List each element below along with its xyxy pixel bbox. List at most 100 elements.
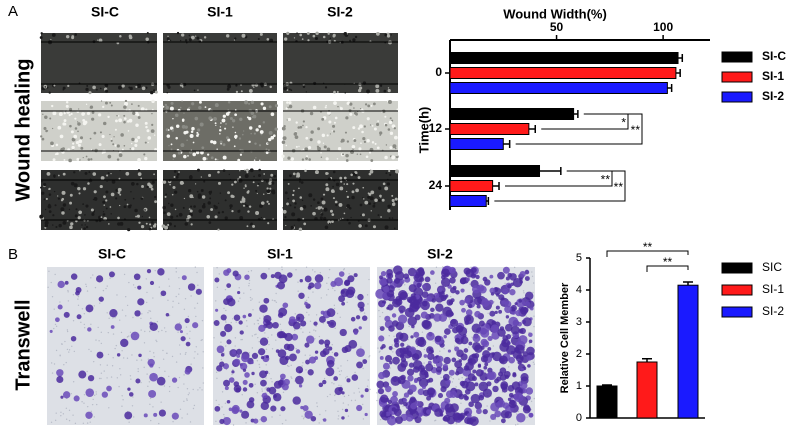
stained-cell	[221, 314, 227, 320]
pore	[271, 416, 272, 417]
cell	[132, 112, 135, 115]
cell	[329, 223, 330, 224]
stained-cell	[323, 418, 327, 422]
cell	[123, 121, 126, 124]
stained-cell	[297, 317, 300, 320]
cell	[151, 113, 152, 114]
cell	[105, 102, 108, 105]
stained-cell	[58, 281, 65, 288]
pore	[130, 375, 131, 376]
column-label: SI-2	[427, 246, 453, 262]
cell	[145, 109, 147, 111]
cell	[327, 148, 331, 152]
cell	[368, 193, 371, 196]
cell	[243, 187, 244, 188]
cell	[108, 172, 110, 174]
pore	[169, 386, 170, 387]
stained-cell	[468, 342, 472, 346]
stained-cell	[397, 376, 405, 384]
pore	[455, 423, 456, 424]
cell	[175, 137, 178, 140]
pore	[295, 348, 296, 349]
stained-cell	[351, 317, 356, 322]
cell	[81, 112, 85, 116]
cell	[260, 130, 264, 134]
cell	[375, 89, 379, 93]
cell	[138, 169, 140, 171]
stained-cell	[234, 381, 240, 387]
pore	[235, 337, 236, 338]
cell	[138, 172, 142, 176]
cell	[283, 210, 287, 214]
pore	[319, 422, 320, 423]
stained-cell	[341, 416, 344, 419]
pore	[216, 267, 217, 268]
cell	[213, 141, 217, 145]
pore	[146, 373, 147, 374]
cell	[170, 107, 174, 111]
stained-cell	[217, 346, 225, 354]
cell	[52, 224, 53, 225]
cell	[301, 181, 304, 184]
cell	[330, 38, 331, 39]
stained-cell	[484, 362, 488, 366]
pore	[127, 336, 128, 337]
legend-label: SI-2	[762, 304, 784, 318]
cell	[389, 174, 391, 176]
cell	[119, 194, 121, 196]
y-tick-label: 12	[429, 121, 443, 135]
pore	[98, 340, 99, 341]
cell	[189, 194, 193, 198]
cell	[261, 217, 262, 218]
pore	[326, 294, 327, 295]
cell	[88, 158, 91, 161]
stained-cell	[435, 303, 443, 311]
stained-cell	[380, 346, 383, 349]
cell	[152, 109, 153, 110]
cell	[241, 90, 243, 92]
pore	[155, 340, 156, 341]
pore	[232, 369, 233, 370]
pore	[172, 306, 173, 307]
cell	[352, 190, 355, 193]
stained-cell	[150, 281, 154, 285]
pore	[199, 387, 200, 388]
stained-cell	[523, 405, 531, 413]
cell	[391, 195, 393, 197]
pore	[185, 298, 186, 299]
panel-label: A	[8, 3, 18, 20]
cell	[272, 189, 275, 192]
cell	[52, 33, 56, 37]
pore	[85, 284, 86, 285]
cell	[303, 149, 305, 151]
pore	[172, 301, 173, 302]
pore	[233, 424, 234, 425]
pore	[150, 311, 151, 312]
cell	[208, 116, 212, 120]
pore	[523, 292, 524, 293]
stained-cell	[490, 414, 496, 420]
pore	[196, 272, 197, 273]
cell	[105, 191, 108, 194]
cell	[167, 92, 168, 93]
pore	[248, 271, 249, 272]
cell	[345, 116, 348, 119]
pore	[73, 381, 74, 382]
cell	[222, 211, 224, 213]
pore	[197, 353, 198, 354]
bar	[450, 166, 540, 177]
cell	[167, 212, 171, 216]
cell	[48, 189, 50, 191]
cell	[142, 186, 144, 188]
pore	[127, 358, 128, 359]
micrograph	[41, 101, 157, 161]
cell	[246, 171, 248, 173]
pore	[267, 337, 268, 338]
cell	[119, 153, 123, 157]
pore	[186, 326, 187, 327]
cell	[249, 205, 251, 207]
cell	[128, 130, 130, 132]
pore	[55, 324, 56, 325]
pore	[128, 335, 129, 336]
cell	[81, 224, 83, 226]
